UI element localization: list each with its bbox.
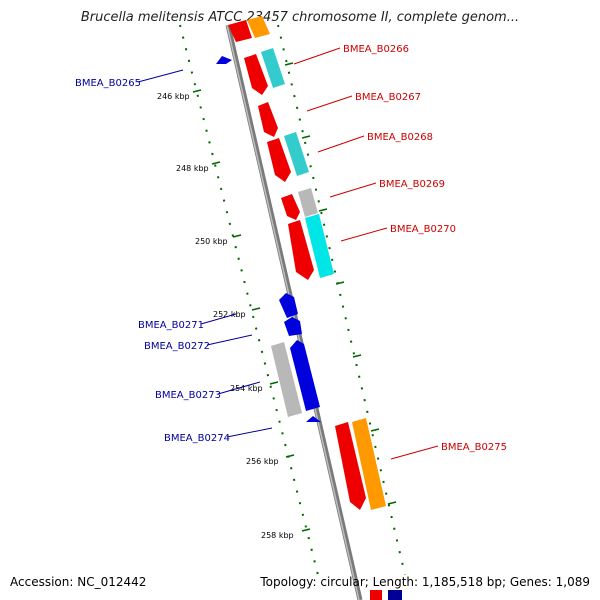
gene-label-b0267[interactable]: BMEA_B0267 xyxy=(355,92,421,103)
accession-text: Accession: NC_012442 xyxy=(10,575,147,589)
gene-label-b0272[interactable]: BMEA_B0272 xyxy=(144,341,210,352)
gene-block-top-orange xyxy=(247,16,270,38)
reverse-labels: BMEA_B0265 BMEA_B0271 BMEA_B0272 BMEA_B0… xyxy=(75,69,273,444)
gene-block-b0275-orange xyxy=(352,418,386,510)
gene-label-b0275[interactable]: BMEA_B0275 xyxy=(441,442,507,453)
gene-arrow-b0269 xyxy=(281,194,300,220)
gene-arrow-b0268 xyxy=(267,138,291,182)
gene-label-b0270[interactable]: BMEA_B0270 xyxy=(390,224,456,235)
kbp-ticks: 246 kbp 248 kbp 250 kbp 252 kbp 254 kbp … xyxy=(157,89,311,540)
map-title: Brucella melitensis ATCC 23457 chromosom… xyxy=(80,10,520,25)
gene-label-b0268[interactable]: BMEA_B0268 xyxy=(367,132,433,143)
gene-arrow-b0272 xyxy=(284,317,302,336)
gene-block-b0273-gray xyxy=(271,342,302,417)
outer-ticks xyxy=(284,62,397,505)
gene-arrow-b0271 xyxy=(279,293,298,318)
gene-label-b0269[interactable]: BMEA_B0269 xyxy=(379,179,445,190)
gene-arrow-b0273-blue xyxy=(290,340,320,411)
gene-label-b0274[interactable]: BMEA_B0274 xyxy=(164,433,230,444)
gene-block-bottom-blue xyxy=(388,590,402,600)
gene-label-b0271[interactable]: BMEA_B0271 xyxy=(138,320,204,331)
gene-block-b0270-cyan xyxy=(305,214,334,278)
kbp-label-254: 254 kbp xyxy=(230,384,263,393)
kbp-label-248: 248 kbp xyxy=(176,164,209,173)
gene-label-b0266[interactable]: BMEA_B0266 xyxy=(343,44,409,55)
kbp-label-256: 256 kbp xyxy=(246,457,279,466)
gene-arrow-b0267 xyxy=(258,102,278,137)
gene-arrow-b0265 xyxy=(216,56,232,64)
kbp-label-252: 252 kbp xyxy=(213,310,246,319)
gene-label-b0265[interactable]: BMEA_B0265 xyxy=(75,78,141,89)
gene-block-b0268-cyan xyxy=(284,132,309,176)
gene-arrow-b0275 xyxy=(335,422,366,510)
gene-arrow-b0266 xyxy=(244,54,268,95)
gene-arrow-top-red xyxy=(228,20,252,42)
gene-block-b0266-cyan xyxy=(261,48,285,88)
kbp-label-258: 258 kbp xyxy=(261,531,294,540)
gene-arrow-b0270 xyxy=(288,220,314,280)
gene-arrow-b0274 xyxy=(306,416,321,422)
genome-stats: Topology: circular; Length: 1,185,518 bp… xyxy=(260,575,590,589)
gene-block-b0269-gray xyxy=(298,188,318,217)
gene-block-bottom-red xyxy=(370,590,382,600)
forward-labels: BMEA_B0266 BMEA_B0267 BMEA_B0268 BMEA_B0… xyxy=(293,44,507,460)
gene-label-b0273[interactable]: BMEA_B0273 xyxy=(155,390,221,401)
kbp-label-246: 246 kbp xyxy=(157,92,190,101)
kbp-label-250: 250 kbp xyxy=(195,237,228,246)
